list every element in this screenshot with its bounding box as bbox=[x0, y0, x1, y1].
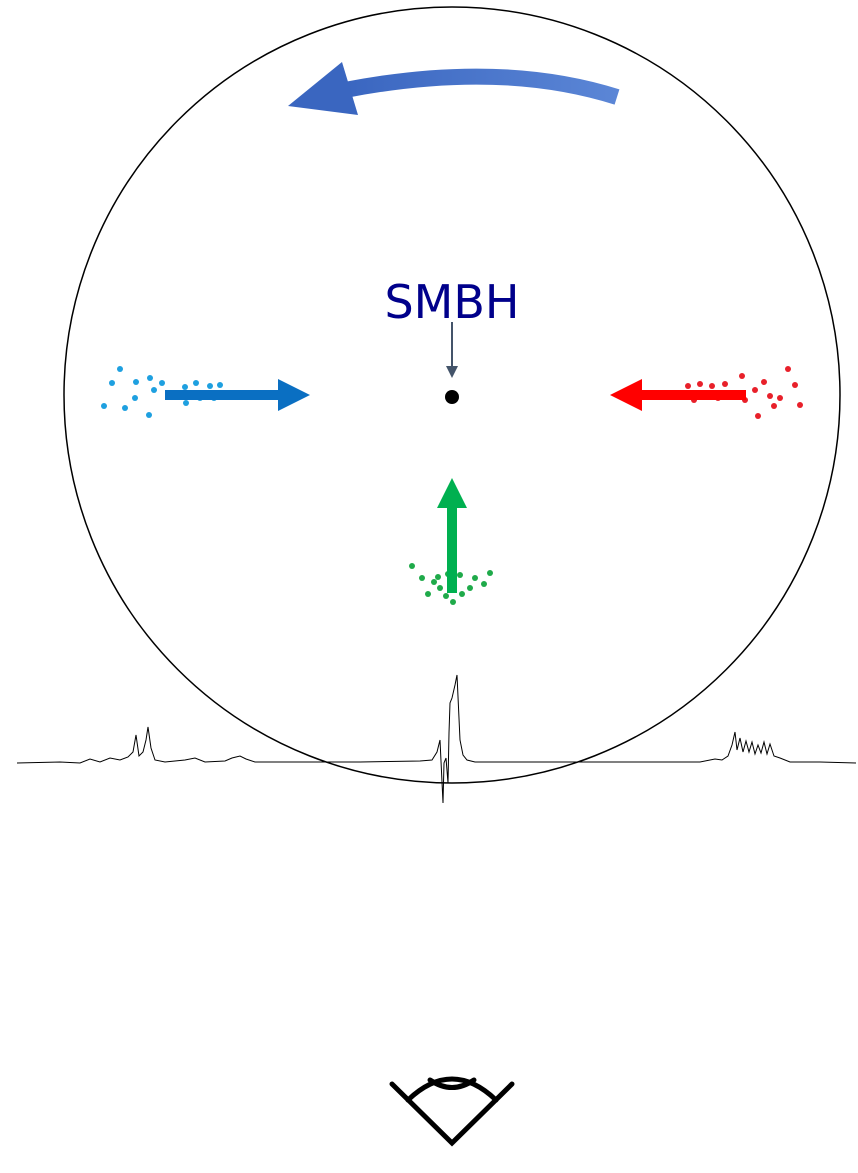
green-cloud bbox=[409, 563, 493, 605]
spectrum bbox=[16, 674, 857, 804]
red-arrow bbox=[610, 379, 746, 411]
blue-cloud bbox=[101, 366, 223, 418]
blue-arrow bbox=[165, 379, 310, 411]
smbh-label: SMBH bbox=[384, 275, 519, 329]
smbh-pointer bbox=[446, 322, 458, 378]
green-arrow bbox=[437, 478, 467, 593]
rotation-arrow bbox=[288, 62, 620, 115]
eye bbox=[389, 1076, 515, 1147]
orbit-circle bbox=[63, 6, 841, 784]
smbh bbox=[445, 390, 459, 404]
